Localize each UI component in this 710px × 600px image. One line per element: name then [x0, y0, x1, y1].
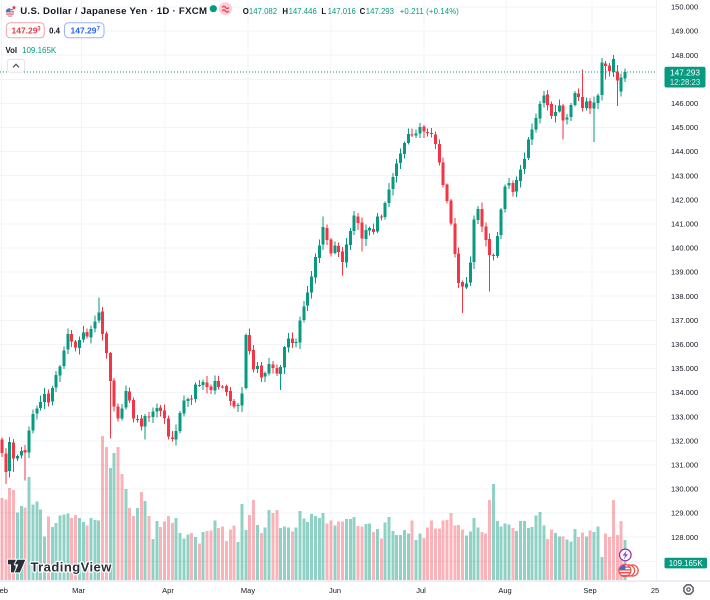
svg-text:25: 25 — [651, 586, 659, 595]
svg-text:147.29: 147.29 — [71, 26, 97, 36]
svg-text:O: O — [243, 7, 249, 16]
svg-text:May: May — [241, 586, 255, 595]
svg-text:150.000: 150.000 — [671, 3, 698, 12]
svg-text:142.000: 142.000 — [671, 195, 698, 204]
svg-text:136.000: 136.000 — [671, 340, 698, 349]
svg-text:L: L — [321, 7, 326, 16]
svg-text:149.000: 149.000 — [671, 27, 698, 36]
svg-text:109.165K: 109.165K — [22, 46, 57, 55]
svg-text:148.000: 148.000 — [671, 51, 698, 60]
svg-text:138.000: 138.000 — [671, 292, 698, 301]
svg-text:139.000: 139.000 — [671, 268, 698, 277]
svg-text:Jul: Jul — [416, 586, 426, 595]
svg-text:129.000: 129.000 — [671, 509, 698, 518]
svg-text:147.29: 147.29 — [12, 26, 38, 36]
svg-text:7: 7 — [97, 27, 101, 33]
svg-text:147.082: 147.082 — [249, 7, 277, 16]
svg-text:144.000: 144.000 — [671, 147, 698, 156]
svg-text:TradingView: TradingView — [31, 559, 113, 574]
svg-text:140.000: 140.000 — [671, 244, 698, 253]
svg-text:109.165K: 109.165K — [669, 559, 704, 568]
svg-text:147.293: 147.293 — [670, 68, 700, 78]
svg-text:C: C — [360, 7, 366, 16]
svg-text:147.016: 147.016 — [328, 7, 356, 16]
svg-text:146.000: 146.000 — [671, 99, 698, 108]
svg-text:128.000: 128.000 — [671, 533, 698, 542]
svg-text:147.293: 147.293 — [366, 7, 394, 16]
svg-text:135.000: 135.000 — [671, 364, 698, 373]
svg-text:+0.211 (+0.14%): +0.211 (+0.14%) — [400, 7, 460, 16]
svg-text:134.000: 134.000 — [671, 388, 698, 397]
svg-text:137.000: 137.000 — [671, 316, 698, 325]
svg-text:133.000: 133.000 — [671, 412, 698, 421]
svg-text:12:28:23: 12:28:23 — [670, 78, 700, 87]
svg-text:141.000: 141.000 — [671, 220, 698, 229]
svg-text:0.4: 0.4 — [49, 26, 61, 35]
svg-text:131.000: 131.000 — [671, 461, 698, 470]
svg-text:145.000: 145.000 — [671, 123, 698, 132]
svg-text:132.000: 132.000 — [671, 436, 698, 445]
svg-text:U.S. Dollar / Japanese Yen · 1: U.S. Dollar / Japanese Yen · 1D · FXCM — [20, 6, 207, 17]
svg-text:3: 3 — [37, 27, 41, 33]
svg-text:Feb: Feb — [0, 586, 8, 595]
svg-text:Vol: Vol — [6, 46, 18, 55]
svg-text:H: H — [282, 7, 288, 16]
svg-text:Mar: Mar — [72, 586, 85, 595]
svg-text:143.000: 143.000 — [671, 171, 698, 180]
svg-text:Sep: Sep — [583, 586, 596, 595]
svg-text:147.446: 147.446 — [289, 7, 317, 16]
svg-text:Aug: Aug — [498, 586, 511, 595]
svg-text:Apr: Apr — [162, 586, 174, 595]
svg-text:Jun: Jun — [329, 586, 341, 595]
svg-text:130.000: 130.000 — [671, 485, 698, 494]
